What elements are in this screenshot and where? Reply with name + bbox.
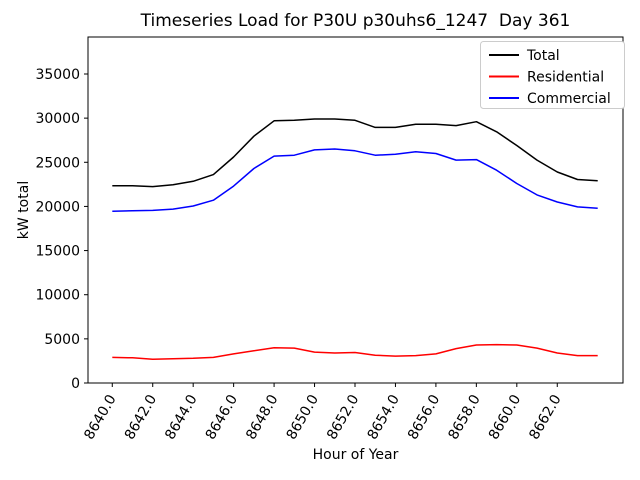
- y-tick-label: 35000: [35, 67, 80, 83]
- legend-label-commercial: Commercial: [527, 91, 611, 107]
- y-tick-label: 5000: [44, 332, 80, 348]
- y-axis-ticks: 0 5000 10000 15000 20000 25000 30000 35000: [35, 67, 88, 392]
- y-tick-label: 0: [71, 376, 80, 392]
- x-tick-label: 8652.0: [324, 392, 362, 442]
- y-tick-label: 25000: [35, 155, 80, 171]
- chart-title: Timeseries Load for P30U p30uhs6_1247 Da…: [140, 11, 571, 31]
- x-tick-label: 8654.0: [365, 392, 403, 442]
- legend-label-total: Total: [526, 48, 560, 64]
- legend-entry-total: Total: [489, 48, 560, 64]
- x-tick-label: 8660.0: [486, 392, 524, 442]
- legend-entry-commercial: Commercial: [489, 91, 611, 107]
- series-lines: [112, 118, 598, 360]
- x-tick-label: 8658.0: [445, 392, 483, 442]
- legend-frame: [480, 41, 625, 109]
- x-tick-label: 8662.0: [526, 392, 564, 442]
- y-axis-label: kW total: [16, 181, 32, 239]
- series-line-commercial: [112, 148, 598, 213]
- y-tick-label: 10000: [35, 288, 80, 304]
- y-tick-label: 20000: [35, 199, 80, 215]
- x-tick-label: 8650.0: [284, 392, 322, 442]
- x-tick-label: 8648.0: [243, 392, 281, 442]
- x-tick-label: 8646.0: [203, 392, 241, 442]
- legend: Total Residential Commercial: [480, 41, 625, 109]
- x-tick-label: 8656.0: [405, 392, 443, 442]
- series-line-residential: [112, 343, 598, 360]
- legend-entry-residential: Residential: [489, 70, 604, 86]
- x-tick-label: 8640.0: [81, 392, 119, 442]
- x-axis-ticks: 8640.0 8642.0 8644.0 8646.0 8648.0 8650.0 8652…: [81, 383, 565, 442]
- series-line-total: [112, 118, 598, 188]
- y-tick-label: 30000: [35, 111, 80, 127]
- x-tick-label: 8644.0: [162, 392, 200, 442]
- y-tick-label: 15000: [35, 244, 80, 260]
- legend-label-residential: Residential: [527, 70, 604, 86]
- x-axis-label: Hour of Year: [313, 447, 399, 463]
- plot-area: [87, 36, 624, 384]
- x-tick-label: 8642.0: [122, 392, 160, 442]
